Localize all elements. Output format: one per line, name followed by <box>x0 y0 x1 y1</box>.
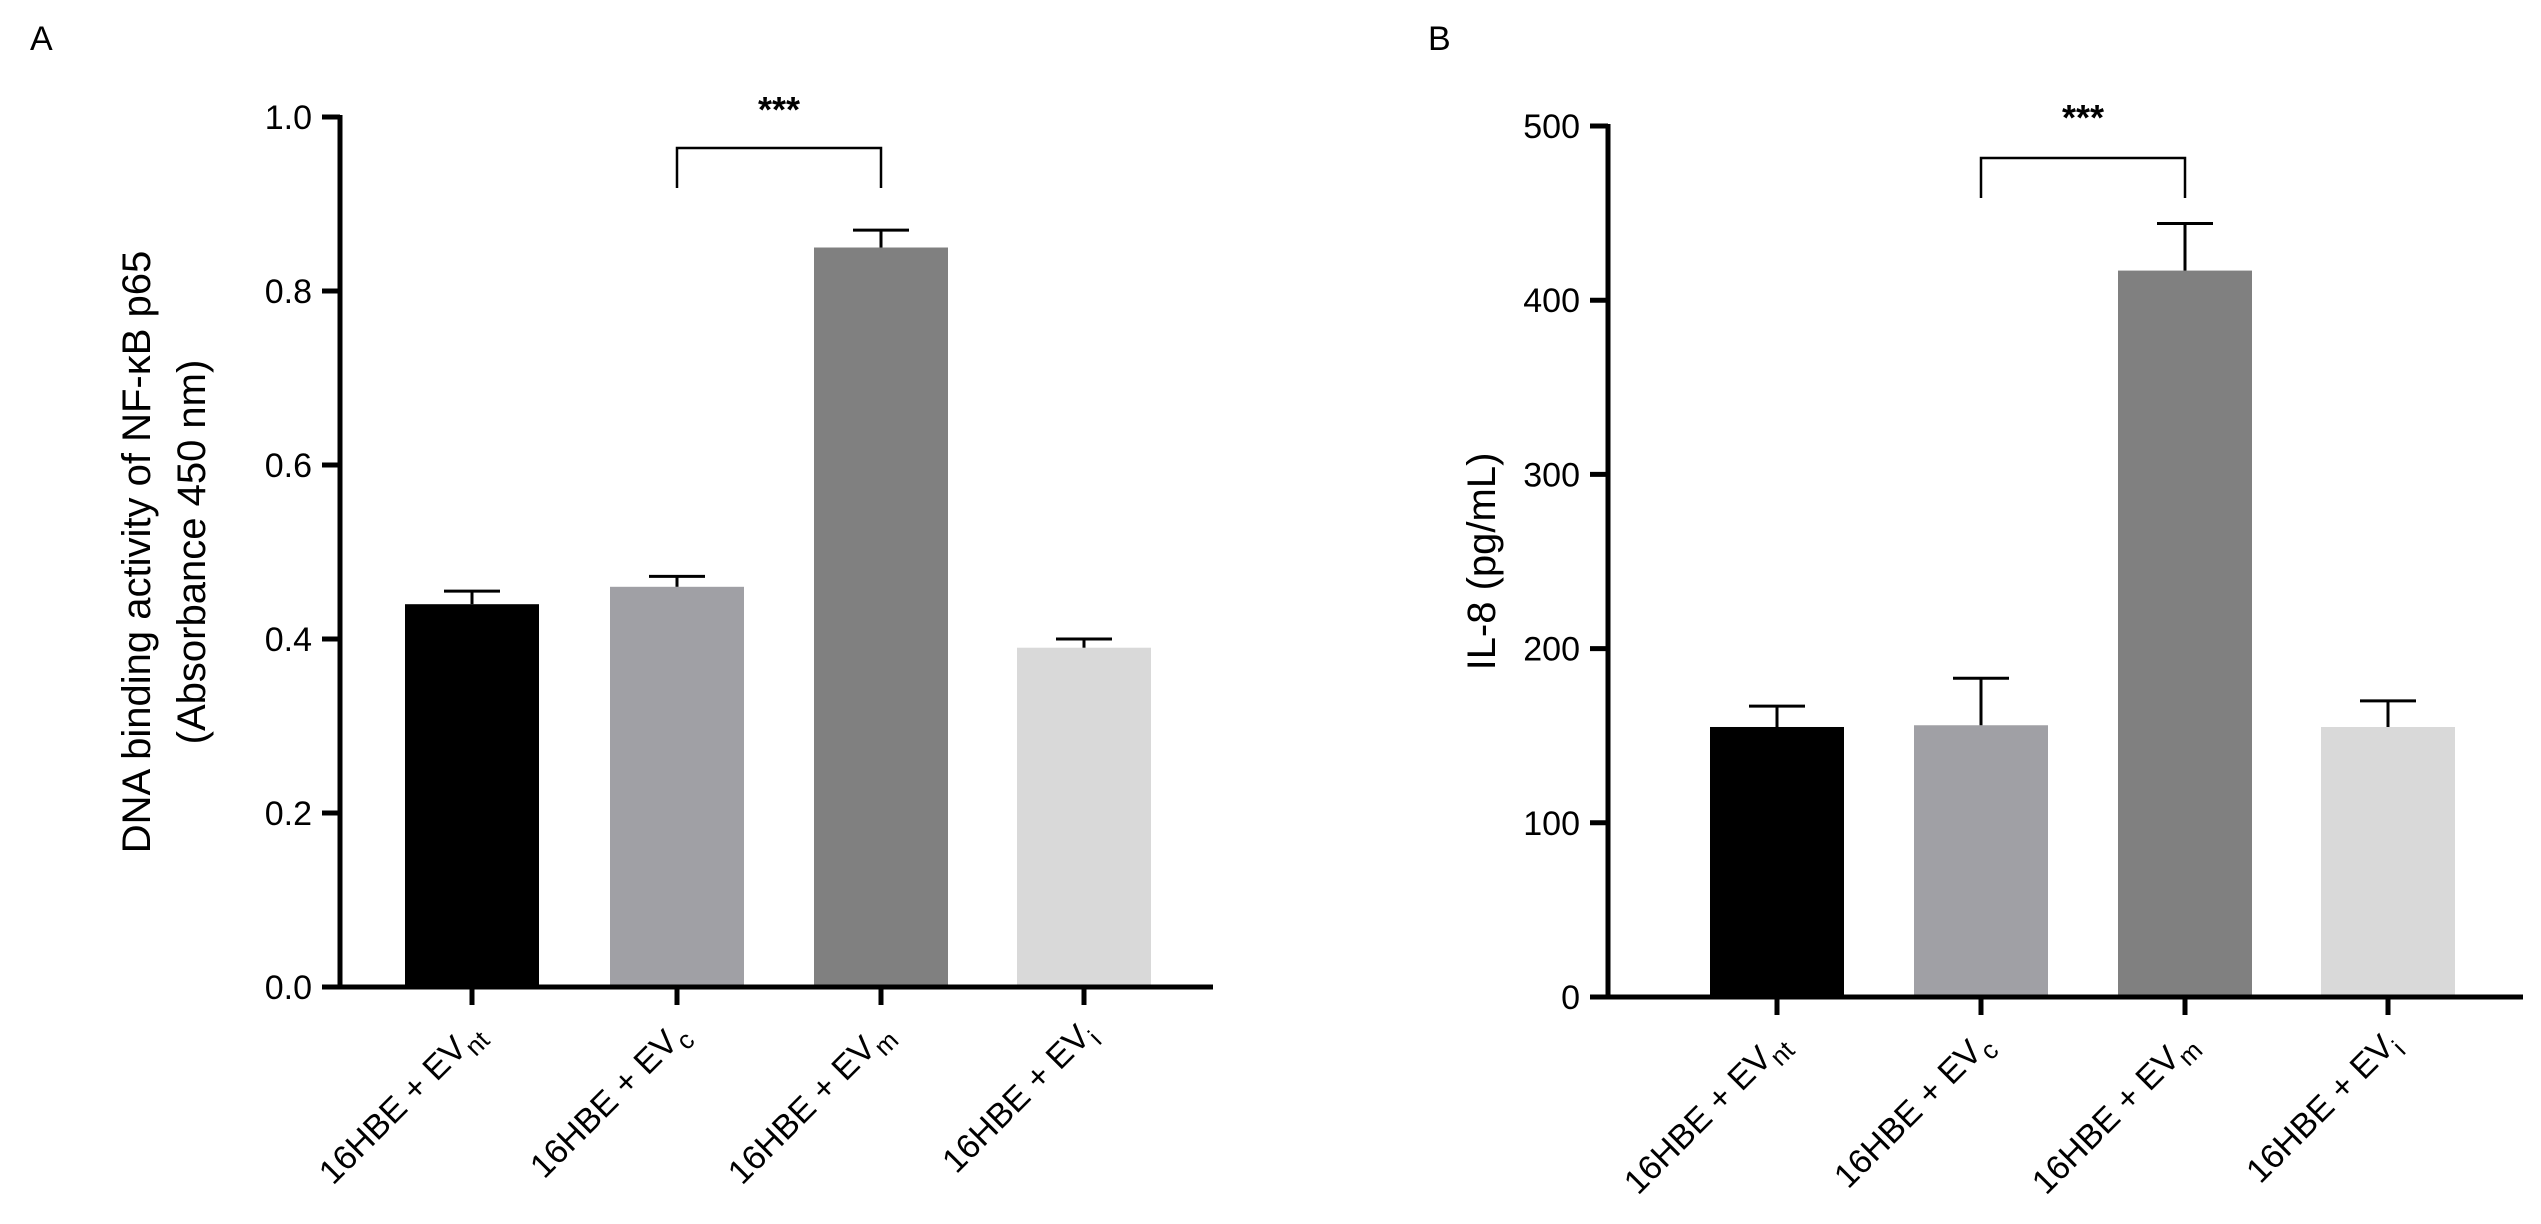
y-tick-label: 0.4 <box>265 621 312 659</box>
y-tick-label: 0.0 <box>265 969 312 1007</box>
y-tick-label: 0.2 <box>265 795 312 833</box>
panel-label: B <box>1428 20 1451 58</box>
y-tick-label: 0.6 <box>265 447 312 485</box>
x-tick-label: 16HBE + EVm <box>721 1014 905 1198</box>
x-tick-label-base: 16HBE + EV <box>312 1029 475 1192</box>
y-tick-label: 500 <box>1523 108 1580 146</box>
x-tick-label: 16HBE + EVi <box>935 1014 1107 1186</box>
y-tick-label: 0.8 <box>265 273 312 311</box>
y-axis-label-line2: (Absorbance 450 nm) <box>170 360 214 745</box>
significance-bracket <box>1979 156 2187 198</box>
y-tick-label: 0 <box>1561 979 1580 1017</box>
y-axis-label: DNA binding activity of NF-κB p65 <box>115 251 159 853</box>
x-tick-label-base: 16HBE + EV <box>935 1018 1098 1181</box>
y-axis-label: IL-8 (pg/mL) <box>1460 453 1504 671</box>
x-tick-label: 16HBE + EVc <box>1827 1024 2004 1201</box>
x-tick-label: 16HBE + EVnt <box>312 1013 496 1197</box>
bar-2 <box>814 247 948 987</box>
y-tick-label: 1.0 <box>265 99 312 137</box>
bar-0 <box>405 604 539 987</box>
x-tick-label: 16HBE + EVi <box>2239 1024 2411 1196</box>
y-tick-label: 100 <box>1523 805 1580 843</box>
significance-label: *** <box>2062 97 2104 138</box>
y-tick-label: 200 <box>1523 631 1580 669</box>
significance-bracket <box>675 146 883 188</box>
bar-3 <box>2321 726 2455 997</box>
x-tick-label-base: 16HBE + EV <box>721 1029 884 1192</box>
x-tick-label-base: 16HBE + EV <box>1617 1039 1780 1202</box>
y-tick-label: 300 <box>1523 456 1580 494</box>
bar-3 <box>1017 647 1151 987</box>
x-tick-label-base: 16HBE + EV <box>523 1023 686 1186</box>
bar-2 <box>2118 270 2252 997</box>
panel-label: A <box>30 20 53 58</box>
x-tick-label: 16HBE + EVc <box>523 1014 700 1191</box>
bar-1 <box>1914 725 2048 997</box>
x-tick-label-base: 16HBE + EV <box>2239 1028 2402 1191</box>
bar-0 <box>1710 726 1844 997</box>
x-tick-label: 16HBE + EVnt <box>1617 1023 1801 1207</box>
x-tick-label-base: 16HBE + EV <box>1827 1033 1990 1196</box>
y-tick-label: 400 <box>1523 282 1580 320</box>
x-tick-label-base: 16HBE + EV <box>2025 1039 2188 1202</box>
significance-label: *** <box>758 89 800 130</box>
bar-1 <box>610 586 744 987</box>
x-tick-label: 16HBE + EVm <box>2025 1024 2209 1208</box>
